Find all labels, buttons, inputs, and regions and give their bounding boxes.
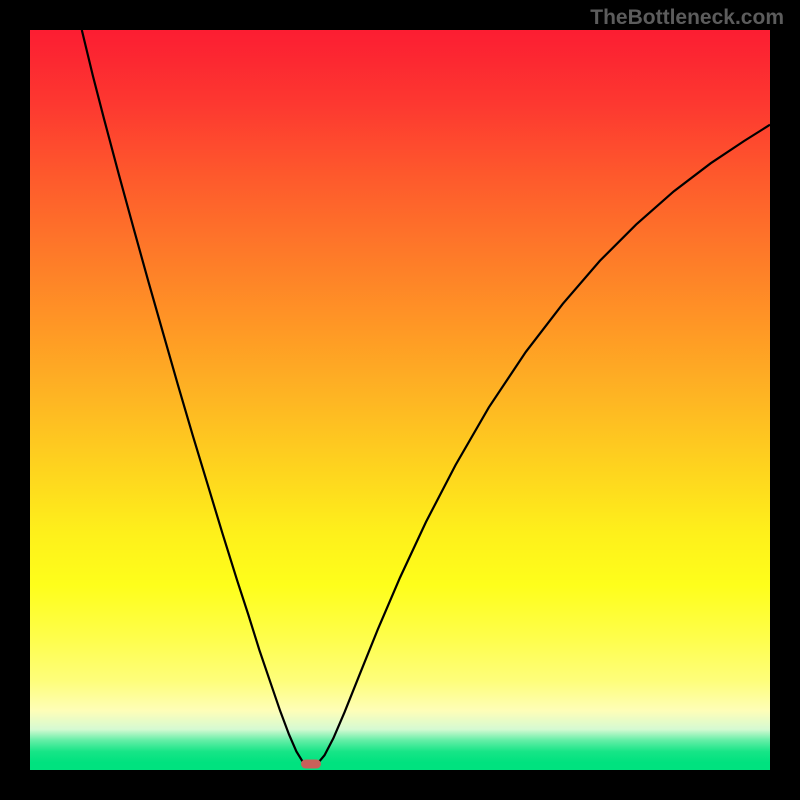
- curve-svg: [30, 30, 770, 770]
- watermark-text: TheBottleneck.com: [590, 6, 784, 30]
- bottleneck-curve: [82, 30, 770, 767]
- plot-area: [30, 30, 770, 770]
- minimum-marker: [301, 760, 321, 769]
